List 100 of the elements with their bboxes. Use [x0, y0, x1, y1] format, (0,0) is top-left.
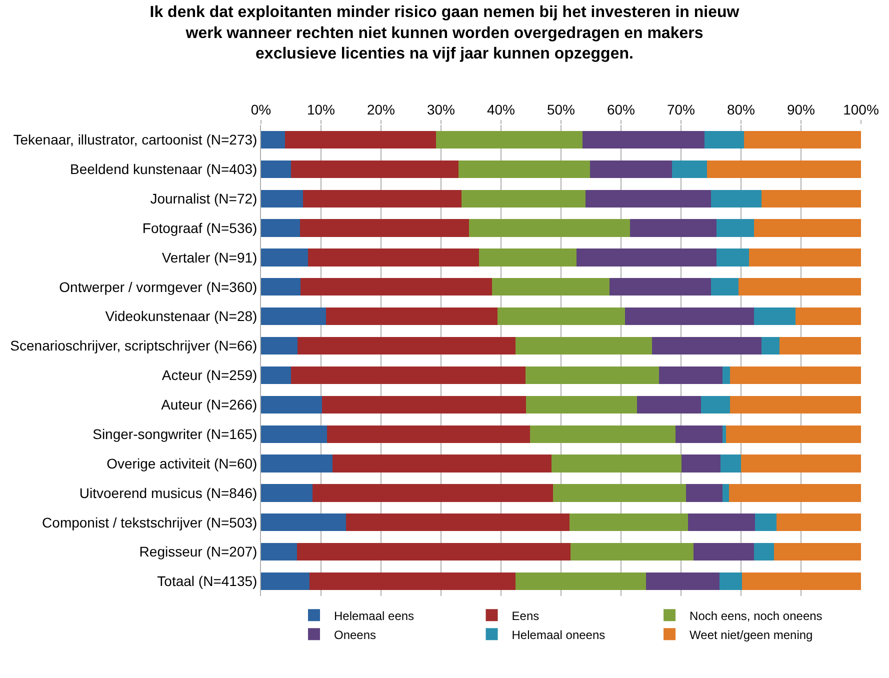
bar	[261, 160, 291, 178]
x-tick-label: 70%	[666, 101, 696, 118]
bar	[327, 425, 530, 443]
bar	[704, 130, 744, 149]
bar	[590, 160, 672, 178]
bar	[610, 278, 711, 296]
bar	[658, 366, 722, 384]
y-tick-label: Tekenaar, illustrator, cartoonist (N=273)	[13, 132, 258, 148]
bar	[672, 160, 707, 178]
legend-label: Eens	[512, 608, 540, 623]
bar	[526, 396, 638, 414]
bar	[719, 572, 742, 590]
bar	[754, 308, 796, 326]
bar	[738, 278, 861, 296]
bar	[576, 248, 716, 266]
bar	[688, 514, 755, 532]
legend-label: Helemaal eens	[334, 608, 414, 623]
bar	[261, 396, 322, 414]
legend-label: Weet niet/geen mening	[690, 628, 813, 642]
x-tick-label: 20%	[366, 101, 396, 118]
bar	[720, 454, 741, 472]
bar	[754, 219, 861, 237]
legend-label: Noch eens, noch oneens	[690, 608, 822, 623]
bar	[551, 454, 682, 472]
bar	[722, 484, 729, 502]
bar	[722, 425, 726, 443]
x-tick-label: 30%	[426, 101, 456, 118]
bar	[716, 248, 749, 266]
bar	[637, 396, 701, 414]
x-tick-label: 90%	[786, 101, 816, 118]
bar	[322, 396, 526, 414]
x-tick-label: 40%	[486, 101, 516, 118]
bar	[741, 454, 861, 472]
bar	[285, 130, 436, 149]
bar	[469, 219, 630, 237]
bar	[776, 514, 861, 532]
bar	[300, 219, 470, 237]
bar	[310, 572, 516, 590]
bar	[646, 572, 720, 590]
bar	[300, 278, 492, 296]
bar	[497, 308, 626, 326]
bar	[261, 248, 308, 266]
bar	[326, 308, 498, 326]
bar	[261, 514, 346, 532]
bar	[729, 484, 861, 502]
bar	[754, 514, 776, 532]
bar	[582, 130, 704, 149]
bar	[261, 219, 300, 237]
bar	[682, 454, 721, 472]
bar	[711, 278, 739, 296]
bar	[312, 484, 554, 502]
y-tick-label: Auteur (N=266)	[161, 396, 258, 413]
bar	[530, 425, 676, 443]
bar	[796, 308, 861, 326]
bar	[261, 308, 326, 326]
y-tick-label: Ontwerper / vormgever (N=360)	[59, 278, 258, 295]
bar	[630, 219, 716, 237]
bar	[458, 160, 590, 178]
bar	[261, 543, 297, 561]
bar	[569, 514, 688, 532]
bar	[700, 396, 730, 414]
bar	[686, 484, 722, 502]
bar	[779, 336, 861, 355]
bar	[742, 572, 861, 590]
x-tick-label: 0%	[250, 101, 272, 118]
bar	[570, 543, 694, 561]
bar	[586, 190, 711, 208]
bar	[261, 130, 285, 149]
bar	[291, 366, 526, 384]
bar	[754, 543, 774, 561]
bar	[261, 278, 301, 296]
bar	[761, 190, 861, 208]
bar	[730, 366, 861, 384]
chart-title: Ik denk dat exploitanten minder risico gaan nemen bij het investeren in nieuw werk wanneer rechten niet kunnen worden overgedragen en makers exclusieve licenties na vijf jaar kunnen opzeggen.	[150, 4, 740, 63]
bar	[526, 366, 659, 384]
bar	[436, 130, 583, 149]
bar	[308, 248, 479, 266]
y-tick-label: Beeldend kunstenaar (N=403)	[70, 161, 258, 178]
x-tick-label: 100%	[843, 101, 879, 118]
bar	[332, 454, 552, 472]
bar	[261, 572, 310, 590]
x-tick-label: 80%	[726, 101, 756, 118]
y-tick-label: Singer-songwriter (N=165)	[92, 426, 258, 442]
y-tick-label: Acteur (N=259)	[162, 367, 258, 384]
y-tick-label: Vertaler (N=91)	[162, 249, 258, 266]
bar	[515, 572, 646, 590]
x-tick-label: 10%	[306, 101, 336, 118]
y-tick-label: Videokunstenaar (N=28)	[105, 308, 258, 324]
bar	[676, 425, 722, 443]
bar	[261, 366, 291, 384]
bar	[730, 396, 861, 414]
bar	[346, 514, 570, 532]
bar	[706, 160, 861, 178]
bar	[261, 484, 313, 502]
bar	[761, 336, 780, 355]
bar	[726, 425, 861, 443]
bar	[625, 308, 754, 326]
legend-label: Helemaal oneens	[512, 628, 606, 642]
y-tick-label: Regisseur (N=207)	[139, 544, 258, 560]
y-tick-label: Journalist (N=72)	[150, 190, 258, 206]
